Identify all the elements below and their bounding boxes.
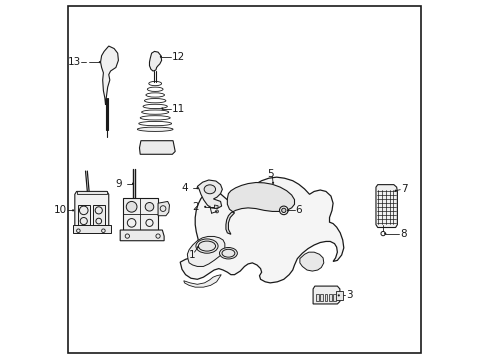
Bar bbox=[77, 192, 107, 194]
Polygon shape bbox=[197, 180, 222, 208]
Circle shape bbox=[286, 209, 288, 211]
Circle shape bbox=[281, 208, 285, 212]
Text: 8: 8 bbox=[400, 229, 406, 239]
Polygon shape bbox=[120, 230, 164, 241]
Bar bbox=[328, 294, 331, 301]
Text: 11: 11 bbox=[171, 104, 184, 113]
Ellipse shape bbox=[196, 239, 218, 253]
Polygon shape bbox=[187, 237, 224, 266]
Polygon shape bbox=[375, 185, 397, 228]
Text: 4: 4 bbox=[182, 183, 188, 193]
Bar bbox=[78, 205, 90, 226]
Circle shape bbox=[197, 246, 199, 248]
Polygon shape bbox=[299, 252, 323, 271]
Bar bbox=[315, 294, 318, 301]
Polygon shape bbox=[139, 141, 175, 154]
Circle shape bbox=[99, 61, 101, 63]
Polygon shape bbox=[101, 46, 118, 105]
Text: 5: 5 bbox=[266, 168, 273, 179]
Polygon shape bbox=[180, 177, 343, 283]
Bar bbox=[73, 225, 110, 233]
Circle shape bbox=[394, 190, 396, 192]
Text: 6: 6 bbox=[295, 205, 302, 215]
Polygon shape bbox=[158, 202, 169, 216]
Circle shape bbox=[161, 108, 163, 110]
Circle shape bbox=[126, 202, 137, 212]
Ellipse shape bbox=[137, 127, 173, 131]
Circle shape bbox=[384, 233, 386, 235]
Circle shape bbox=[132, 183, 134, 185]
Polygon shape bbox=[149, 51, 162, 71]
Circle shape bbox=[145, 203, 153, 211]
Polygon shape bbox=[183, 275, 221, 287]
Bar bbox=[320, 294, 323, 301]
Circle shape bbox=[279, 206, 287, 215]
Circle shape bbox=[337, 294, 339, 296]
Circle shape bbox=[203, 206, 206, 208]
Polygon shape bbox=[312, 286, 339, 304]
Bar bbox=[336, 291, 342, 300]
Text: 2: 2 bbox=[192, 202, 199, 212]
Text: 13: 13 bbox=[67, 57, 81, 67]
Text: 3: 3 bbox=[346, 291, 352, 300]
Circle shape bbox=[196, 187, 198, 189]
Polygon shape bbox=[214, 205, 218, 208]
Polygon shape bbox=[225, 183, 294, 234]
Circle shape bbox=[72, 209, 74, 211]
Text: 7: 7 bbox=[400, 184, 407, 194]
Ellipse shape bbox=[203, 185, 215, 194]
Bar bbox=[324, 294, 326, 301]
Text: 9: 9 bbox=[116, 179, 122, 189]
Circle shape bbox=[160, 56, 162, 58]
Text: 10: 10 bbox=[54, 205, 67, 215]
Polygon shape bbox=[123, 198, 158, 230]
Ellipse shape bbox=[219, 248, 237, 259]
Polygon shape bbox=[75, 192, 108, 233]
Bar bbox=[93, 205, 105, 226]
Text: 1: 1 bbox=[188, 250, 195, 260]
Text: 12: 12 bbox=[171, 52, 184, 62]
Bar bbox=[332, 294, 335, 301]
Circle shape bbox=[271, 182, 274, 184]
